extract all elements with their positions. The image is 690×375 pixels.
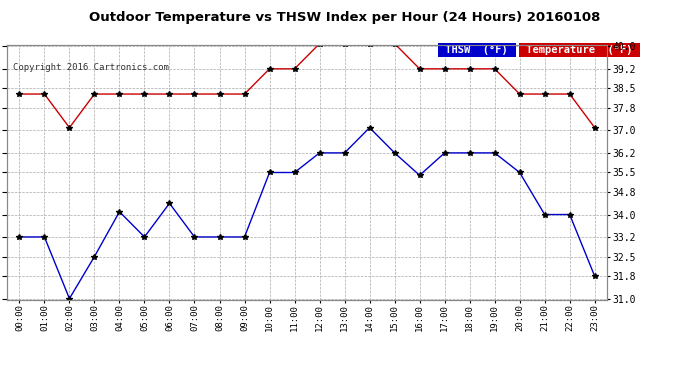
Text: Temperature  (°F): Temperature (°F): [520, 45, 639, 55]
Text: Outdoor Temperature vs THSW Index per Hour (24 Hours) 20160108: Outdoor Temperature vs THSW Index per Ho…: [89, 11, 601, 24]
Text: THSW  (°F): THSW (°F): [439, 45, 514, 55]
Text: Copyright 2016 Cartronics.com: Copyright 2016 Cartronics.com: [13, 63, 169, 72]
